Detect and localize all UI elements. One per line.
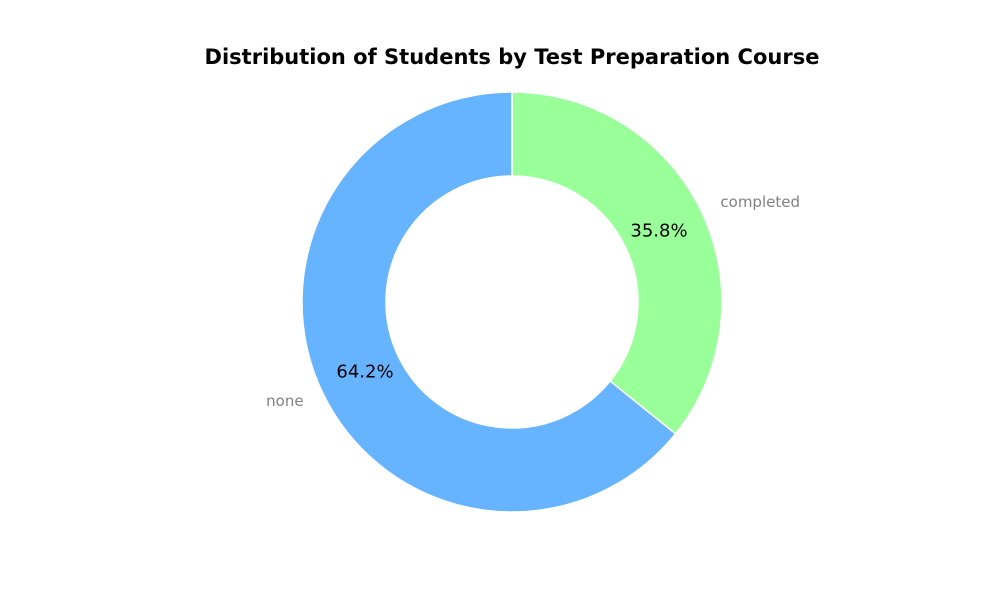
- donut-slices: [301, 91, 723, 513]
- percent-label-none: 64.2%: [336, 361, 393, 382]
- slice-label-none: none: [266, 392, 303, 410]
- percent-label-completed: 35.8%: [630, 221, 687, 242]
- slice-completed: [511, 91, 723, 435]
- donut-labels: completed 35.8% none 64.2%: [266, 193, 800, 410]
- slice-label-completed: completed: [720, 193, 800, 211]
- slice-none: [301, 91, 677, 513]
- chart-title: Distribution of Students by Test Prepara…: [205, 45, 820, 69]
